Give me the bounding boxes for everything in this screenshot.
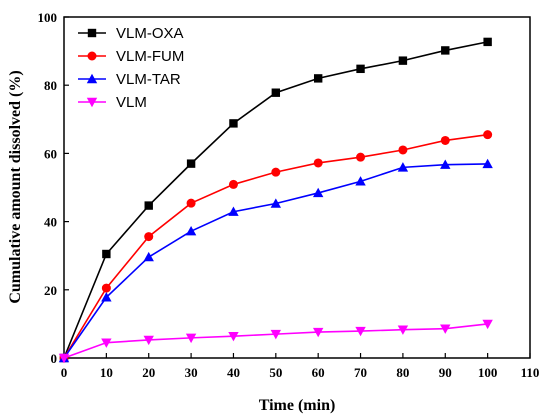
data-point <box>356 152 366 162</box>
series-2 <box>58 158 493 363</box>
data-point <box>101 338 112 348</box>
data-point <box>186 198 196 208</box>
data-point <box>313 158 323 168</box>
x-tick-label: 60 <box>312 365 325 380</box>
data-point <box>228 206 239 216</box>
y-axis-title: Cumulative amount dissolved (%) <box>7 70 24 303</box>
data-point <box>143 335 154 346</box>
data-point <box>482 158 493 169</box>
data-point <box>270 198 282 208</box>
y-tick-label: 0 <box>51 351 58 366</box>
data-point <box>101 292 112 302</box>
legend-item: VLM-TAR <box>78 71 181 88</box>
data-point <box>398 56 408 65</box>
x-tick-label: 20 <box>142 365 155 380</box>
data-point <box>440 324 451 334</box>
axis-ticks: 0 10 20 30 40 50 60 70 80 90 100 110 0 20 40 60 80 100 <box>38 10 540 380</box>
y-tick-label: 60 <box>44 146 57 161</box>
legend-marker <box>87 28 97 38</box>
plot-frame <box>63 16 531 359</box>
data-point <box>440 159 451 169</box>
data-point <box>185 225 197 236</box>
legend-marker <box>86 97 98 108</box>
series-line <box>63 323 488 359</box>
data-point <box>397 325 409 335</box>
legend-item: VLM-OXA <box>78 25 184 42</box>
series-3 <box>58 319 493 364</box>
data-point <box>313 74 323 83</box>
x-tick-label: 90 <box>439 365 452 380</box>
data-point <box>144 232 154 242</box>
data-point <box>483 130 493 140</box>
data-point <box>440 135 450 145</box>
legend-label: VLM <box>116 94 147 111</box>
legend: VLM-OXA VLM-FUM VLM-TAR VLM <box>78 25 184 111</box>
y-tick-label: 80 <box>44 78 57 93</box>
x-tick-label: 50 <box>269 365 282 380</box>
series-1 <box>59 130 493 363</box>
data-point <box>101 283 111 293</box>
x-tick-label: 40 <box>227 365 240 380</box>
data-point <box>185 333 197 344</box>
data-point <box>271 167 281 177</box>
legend-label: VLM-FUM <box>116 48 184 65</box>
y-tick-label: 20 <box>44 283 57 298</box>
legend-item: VLM <box>78 94 147 111</box>
series-0 <box>59 37 492 363</box>
data-point <box>441 46 450 55</box>
y-tick-label: 40 <box>44 215 57 230</box>
data-point <box>271 88 281 97</box>
x-axis-title: Time (min) <box>259 397 336 414</box>
data-point <box>356 64 365 74</box>
data-point <box>144 201 153 210</box>
data-point <box>102 249 111 259</box>
data-point <box>312 327 324 338</box>
data-point <box>312 187 324 198</box>
x-tick-label: 110 <box>521 365 540 380</box>
series-layer <box>58 37 493 364</box>
x-tick-label: 80 <box>396 365 409 380</box>
x-tick-label: 10 <box>100 365 113 380</box>
x-tick-label: 30 <box>185 365 198 380</box>
data-point <box>483 37 492 47</box>
data-point <box>186 159 196 168</box>
data-point <box>482 319 493 330</box>
x-tick-label: 100 <box>478 365 498 380</box>
legend-label: VLM-TAR <box>116 71 181 88</box>
data-point <box>397 162 409 172</box>
data-point <box>58 353 70 364</box>
data-point <box>270 329 282 340</box>
x-tick-label: 0 <box>61 365 68 380</box>
data-point <box>228 331 239 342</box>
data-point <box>398 145 408 155</box>
data-point <box>355 326 366 337</box>
legend-label: VLM-OXA <box>116 25 184 42</box>
legend-item: VLM-FUM <box>78 48 184 65</box>
data-point <box>229 119 238 128</box>
y-tick-label: 100 <box>38 10 58 25</box>
legend-marker <box>87 51 97 61</box>
legend-marker <box>86 73 98 84</box>
data-point <box>228 179 238 189</box>
x-tick-label: 70 <box>354 365 367 380</box>
data-point <box>143 251 154 262</box>
data-point <box>355 176 366 186</box>
